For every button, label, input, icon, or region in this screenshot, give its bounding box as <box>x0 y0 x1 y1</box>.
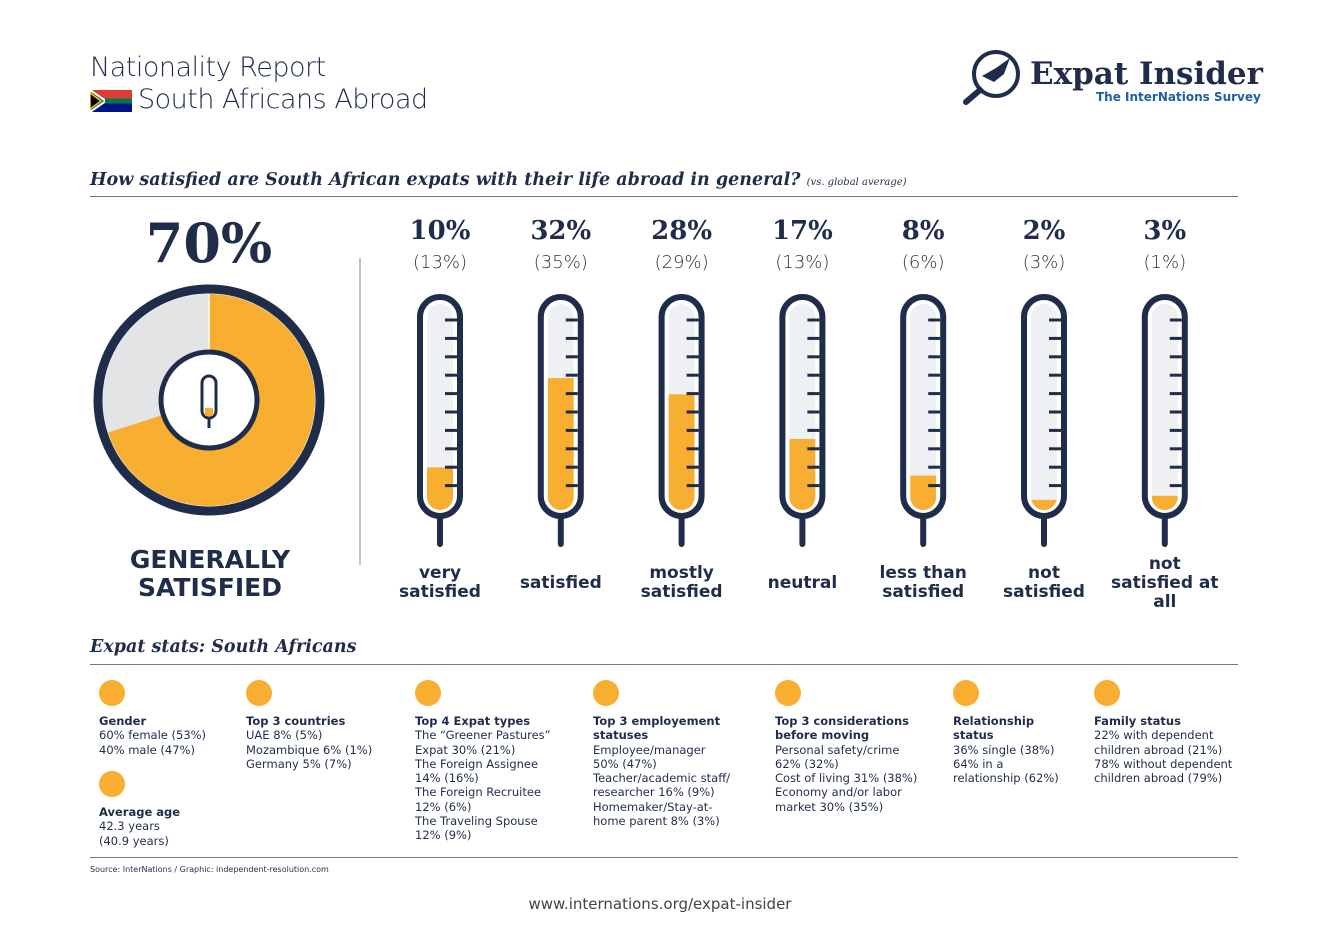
global-value-label: (29%) <box>655 252 709 273</box>
stat-line: The Foreign Recruitee 12% (6%) <box>415 785 542 814</box>
stat-heading: Top 3 considerations before moving <box>775 714 909 743</box>
report-title: South Africans Abroad <box>138 84 428 115</box>
summary-label: GENERALLY SATISFIED <box>129 545 291 602</box>
stat-heading: Average age <box>99 805 181 819</box>
stat-icon <box>953 680 979 706</box>
value-label: 17% <box>772 216 833 246</box>
flag <box>89 88 132 114</box>
thermo-fill <box>547 378 574 510</box>
stat-item: Top 3 considerations before moving Person… <box>775 714 925 814</box>
stat-line: Personal safety/crime 62% (32%) <box>775 742 900 771</box>
summary-value: 70% <box>146 211 272 275</box>
hub-thermo-fill <box>205 408 213 416</box>
stat-line: The Foreign Assignee 14% (16%) <box>415 756 539 786</box>
stat-item: Average age 42.3 years (40.9 years) <box>99 805 239 848</box>
thermo-fill <box>1031 499 1057 510</box>
value-label: 8% <box>902 216 945 246</box>
global-value-label: (3%) <box>1023 252 1066 273</box>
stat-item: Family status 22% with dependent children… <box>1094 714 1234 785</box>
global-value-label: (6%) <box>902 252 945 273</box>
stat-heading: Top 3 countries <box>246 714 346 728</box>
value-label: 2% <box>1023 216 1066 246</box>
rule <box>90 857 1238 858</box>
report-label: Nationality Report <box>90 52 326 83</box>
stat-line: Mozambique 6% (1%) <box>246 742 373 757</box>
thermo-fill <box>427 467 453 510</box>
stat-icon <box>415 680 441 706</box>
stat-item: Gender 60% female (53%) 40% male (47%) <box>99 714 239 757</box>
stat-item: Top 3 employement statuses Employee/manag… <box>593 714 733 828</box>
stat-line: The “Greener Pastures” Expat 30% (21%) <box>415 728 551 757</box>
stat-line: 36% single (38%) <box>953 742 1055 757</box>
stat-heading: Relationship status <box>953 714 1035 743</box>
chart: 70% 10% (13%) 32% (35%) 28% (29%) 17% (13%) 8% (6%… <box>93 211 1188 565</box>
value-label: 28% <box>651 216 712 246</box>
rule <box>90 664 1238 665</box>
logo-text: Expat Insider <box>1030 56 1263 92</box>
url: www.internations.org/expat-insider <box>528 895 792 913</box>
stat-icon <box>246 680 272 706</box>
category-label: not satisfied <box>1003 563 1085 602</box>
stat-line: Cost of living 31% (38%) <box>775 771 918 786</box>
global-value-label: (1%) <box>1143 252 1186 273</box>
stat-heading: Top 3 employement statuses <box>593 714 721 743</box>
category-label: satisfied <box>519 572 602 593</box>
stat-heading: Family status <box>1094 714 1181 728</box>
stats-title: Expat stats: South Africans <box>90 637 357 657</box>
question-note: (vs. global average) <box>806 177 907 188</box>
stat-icon <box>1094 680 1120 706</box>
flag-icon <box>89 88 132 114</box>
stat-icon <box>775 680 801 706</box>
thermo-fill <box>668 394 695 510</box>
stat-heading: Top 4 Expat types <box>415 714 531 728</box>
stat-item: Top 4 Expat types The “Greener Pastures” … <box>415 714 555 843</box>
question: How satisfied are South African expats w… <box>90 170 907 190</box>
thermo-fill <box>910 475 937 510</box>
category-label: mostly satisfied <box>640 563 723 602</box>
stat-line: UAE 8% (5%) <box>246 728 323 743</box>
category-label: not satisfied at all <box>1111 553 1219 612</box>
category-label: neutral <box>767 572 838 593</box>
category-label: less than satisfied <box>879 563 967 602</box>
stat-line: 64% in a relationship (62%) <box>953 756 1059 786</box>
stat-icon <box>593 680 619 706</box>
global-value-label: (13%) <box>775 252 829 273</box>
stat-line: Germany 5% (7%) <box>246 756 352 771</box>
stat-line: Teacher/academic staff/ researcher 16% (… <box>593 771 730 800</box>
stat-heading: Gender <box>99 714 147 728</box>
thermo-fill <box>789 438 816 510</box>
stat-line: 22% with dependent children abroad (21%) <box>1094 728 1223 757</box>
rule <box>90 196 1238 197</box>
global-value-label: (35%) <box>534 252 588 273</box>
thermo-tube <box>1031 304 1057 510</box>
stat-icon <box>99 680 125 706</box>
stat-line: Homemaker/Stay-at-home parent 8% (3%) <box>593 799 720 829</box>
stat-line: 60% female (53%) <box>99 728 207 743</box>
thermo-fill <box>1151 495 1178 510</box>
logo-icon <box>963 50 1020 105</box>
question-text: How satisfied are South African expats w… <box>90 170 801 190</box>
value-label: 3% <box>1143 216 1186 246</box>
category-label: very satisfied <box>399 563 481 602</box>
stat-line: 40% male (47%) <box>99 742 195 757</box>
stat-line: (40.9 years) <box>99 833 169 848</box>
value-label: 32% <box>530 216 591 246</box>
logo-subtitle: The InterNations Survey <box>1096 90 1261 104</box>
value-label: 10% <box>410 216 471 246</box>
thermo-tube <box>1151 304 1178 510</box>
stat-line: The Traveling Spouse 12% (9%) <box>415 814 538 843</box>
stat-line: Employee/manager 50% (47%) <box>593 742 706 771</box>
stat-line: Economy and/or labor market 30% (35%) <box>775 785 902 814</box>
donut-ring <box>93 284 325 516</box>
source: Source: InterNations / Graphic: independ… <box>90 865 329 874</box>
global-value-label: (13%) <box>413 252 467 273</box>
stat-item: Top 3 countries UAE 8% (5%) Mozambique 6% … <box>246 714 396 771</box>
stat-item: Relationship status 36% single (38%) 64% i… <box>953 714 1073 785</box>
stat-line: 42.3 years <box>99 819 160 834</box>
stat-line: 78% without dependent children abroad (7… <box>1094 756 1233 786</box>
stat-icon <box>99 771 125 797</box>
